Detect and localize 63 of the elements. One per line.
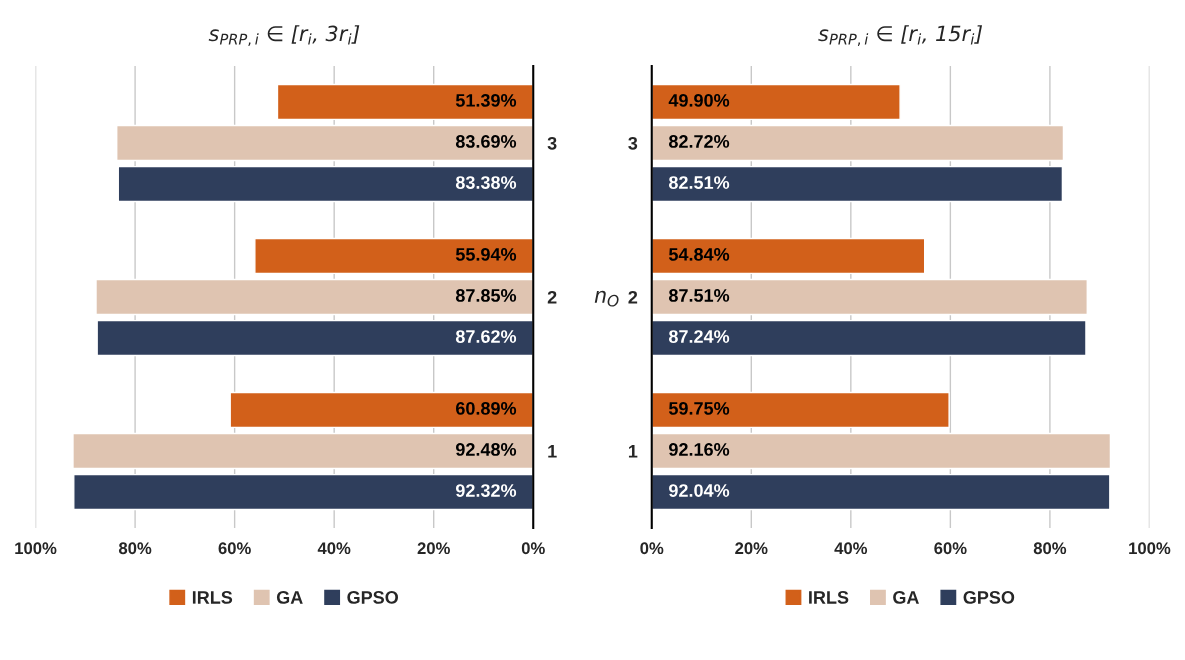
- bar: [651, 391, 950, 429]
- bar: [229, 391, 534, 429]
- bar: [651, 83, 901, 121]
- bar: [651, 165, 1064, 203]
- chart-title: s$_{PRP,i}$ ∈ [r$_{i}$, 15r$_{i}$]: [818, 25, 983, 47]
- data-label: 51.39%: [455, 93, 517, 107]
- x-tick-label: 0%: [521, 542, 545, 555]
- data-label: 87.51%: [668, 289, 730, 302]
- x-tick-label: 100%: [15, 542, 57, 555]
- legend-label: GA: [276, 591, 303, 604]
- bar: [96, 319, 534, 357]
- x-tick-label: 100%: [1129, 542, 1171, 555]
- x-tick-label: 40%: [834, 542, 868, 555]
- data-label: 82.72%: [668, 135, 730, 148]
- y-tick-label: 1: [548, 445, 557, 458]
- x-tick-label: 80%: [1033, 542, 1067, 555]
- data-label: 92.32%: [455, 484, 517, 497]
- data-label: 49.90%: [668, 93, 730, 107]
- data-label: 92.04%: [669, 484, 730, 497]
- data-label: 92.16%: [669, 443, 730, 456]
- legend-label: GPSO: [347, 591, 398, 604]
- x-tick-label: 40%: [317, 542, 351, 555]
- legend-label: GA: [893, 591, 919, 604]
- data-label: 60.89%: [456, 401, 517, 415]
- bar: [73, 473, 534, 511]
- x-tick-label: 60%: [218, 542, 251, 555]
- x-tick-label: 20%: [417, 542, 450, 555]
- legend-label: GPSO: [963, 591, 1015, 604]
- data-label: 59.75%: [668, 401, 730, 415]
- chart-title: s$_{PRP,i}$ ∈ [r$_{i}$, 3r$_{i}$]: [208, 25, 360, 47]
- bar: [651, 124, 1065, 162]
- data-label: 87.85%: [455, 289, 517, 302]
- bar: [651, 237, 926, 275]
- bar: [651, 432, 1112, 470]
- bar: [651, 473, 1111, 511]
- data-label: 83.69%: [455, 135, 517, 148]
- legend-label: IRLS: [809, 591, 849, 604]
- x-tick-label: 80%: [118, 542, 152, 555]
- bar: [651, 278, 1088, 316]
- data-label: 87.24%: [668, 330, 730, 343]
- bar: [651, 319, 1087, 357]
- bar: [95, 278, 534, 316]
- y-axis-title: n$_{O}$: [594, 290, 619, 307]
- data-label: 55.94%: [455, 247, 517, 261]
- bar: [117, 165, 534, 203]
- x-tick-label: 0%: [640, 542, 664, 555]
- legend-label: IRLS: [192, 591, 233, 604]
- x-tick-label: 20%: [735, 542, 768, 555]
- data-label: 83.38%: [455, 176, 517, 189]
- y-tick-label: 1: [628, 445, 638, 458]
- y-tick-label: 3: [628, 136, 638, 150]
- y-tick-label: 2: [628, 290, 638, 304]
- data-label: 92.48%: [455, 443, 517, 456]
- data-label: 54.84%: [668, 247, 730, 261]
- x-tick-label: 60%: [934, 542, 967, 555]
- bar: [116, 124, 534, 162]
- data-label: 87.62%: [455, 330, 517, 343]
- bar: [276, 83, 534, 121]
- bar: [254, 237, 534, 275]
- data-label: 82.51%: [668, 176, 730, 189]
- y-tick-label: 2: [547, 290, 557, 304]
- y-tick-label: 3: [547, 136, 557, 150]
- bar: [72, 432, 534, 470]
